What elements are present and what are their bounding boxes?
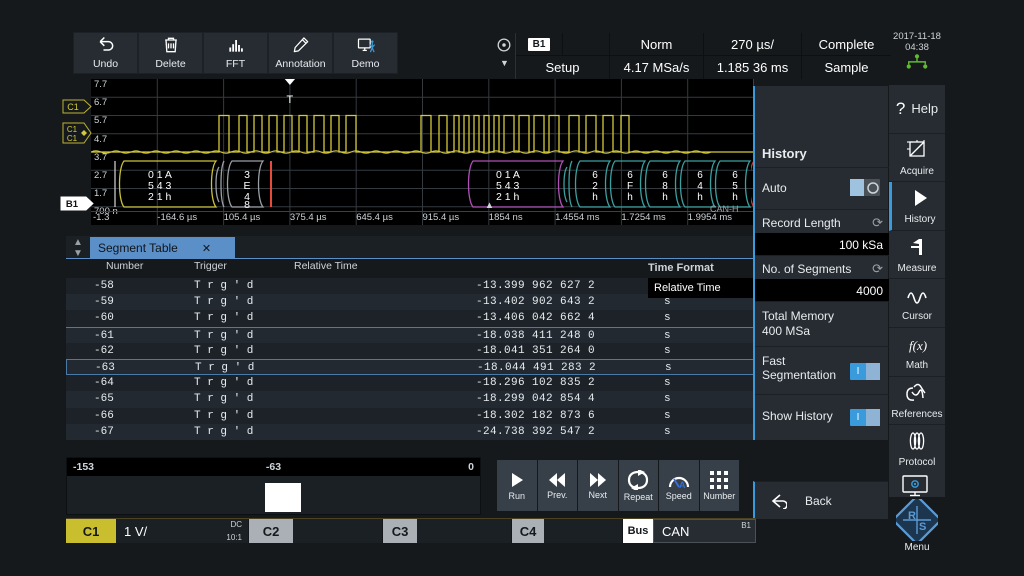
svg-text:S: S xyxy=(919,521,926,533)
svg-text:C1: C1 xyxy=(67,125,78,134)
svg-text:6: 6 xyxy=(697,170,703,181)
svg-text:C1: C1 xyxy=(67,134,78,143)
svg-text:f(x): f(x) xyxy=(909,338,927,353)
svg-text:h: h xyxy=(732,192,738,203)
svg-text:4: 4 xyxy=(697,181,703,192)
svg-text:R: R xyxy=(908,510,916,522)
svg-text:6: 6 xyxy=(732,170,738,181)
svg-text:7.7: 7.7 xyxy=(94,79,107,90)
svg-text:2 1 h: 2 1 h xyxy=(148,191,172,203)
svg-text:T: T xyxy=(287,94,294,106)
svg-text:h: h xyxy=(697,192,703,203)
svg-text:2: 2 xyxy=(592,181,598,192)
svg-text:2 1 h: 2 1 h xyxy=(496,191,520,203)
svg-text:F: F xyxy=(627,181,633,192)
svg-text:6: 6 xyxy=(592,170,598,181)
svg-text:5: 5 xyxy=(732,181,738,192)
svg-text:4.7: 4.7 xyxy=(94,134,107,145)
svg-text:8: 8 xyxy=(244,199,250,209)
svg-text:h: h xyxy=(662,192,668,203)
svg-text:C1: C1 xyxy=(67,102,79,112)
svg-text:h: h xyxy=(592,192,598,203)
svg-text:8: 8 xyxy=(662,181,668,192)
svg-text:6: 6 xyxy=(627,170,633,181)
svg-text:A: A xyxy=(679,480,686,489)
svg-text:5.7: 5.7 xyxy=(94,115,107,126)
svg-text:6: 6 xyxy=(662,170,668,181)
svg-text:6.7: 6.7 xyxy=(94,97,107,108)
svg-text:h: h xyxy=(627,192,633,203)
svg-text:B1: B1 xyxy=(66,199,79,210)
